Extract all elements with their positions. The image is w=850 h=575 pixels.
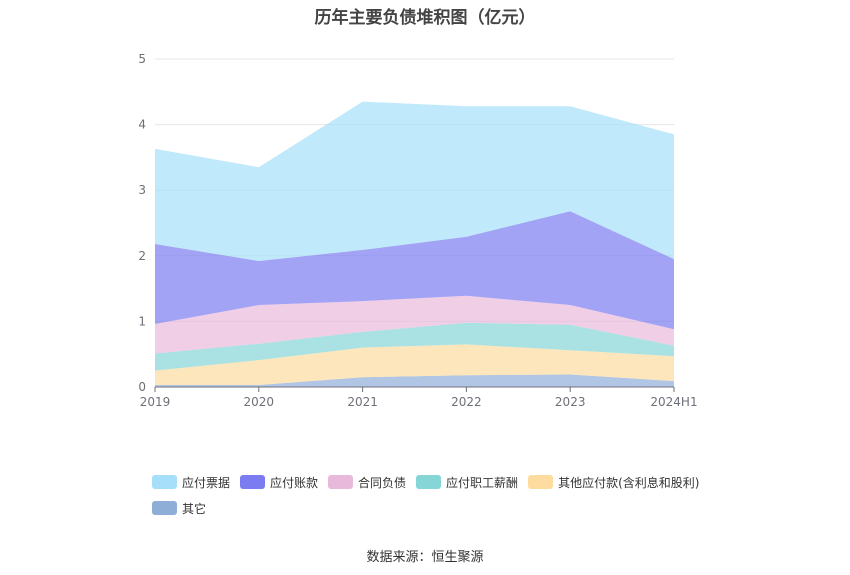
- x-tick-label: 2022: [451, 395, 482, 409]
- legend-swatch: [240, 475, 266, 489]
- axes: 0 1 2 3 4 5 2019 2020 2021 2022 2023 2024H1: [138, 52, 697, 409]
- area-series-4: [155, 211, 674, 330]
- y-tick-label: 2: [138, 249, 146, 263]
- area-series-2: [155, 322, 674, 371]
- x-tick-label: 2019: [140, 395, 171, 409]
- x-tick-label: 2023: [555, 395, 586, 409]
- legend-item[interactable]: 应付账款: [240, 474, 318, 490]
- legend: 应付票据 应付账款 合同负债 应付职工薪酬 其他应付款(含利息和股利) 其它: [152, 474, 752, 526]
- legend-label: 应付票据: [182, 475, 231, 490]
- legend-label: 合同负债: [358, 475, 407, 490]
- y-tick-label: 4: [138, 118, 146, 132]
- legend-label: 其它: [182, 501, 207, 516]
- area-series-5: [155, 101, 674, 261]
- legend-item[interactable]: 应付票据: [152, 474, 230, 490]
- area-series-0: [155, 374, 674, 387]
- x-tick-label: 2024H1: [650, 395, 697, 409]
- legend-item[interactable]: 应付职工薪酬: [416, 474, 518, 490]
- y-tick-label: 3: [138, 183, 146, 197]
- x-tick-label: 2020: [244, 395, 275, 409]
- legend-item[interactable]: 其它: [152, 500, 206, 516]
- y-tick-label: 1: [138, 314, 146, 328]
- legend-label: 应付职工薪酬: [446, 475, 519, 490]
- x-tick-label: 2021: [347, 395, 378, 409]
- legend-item[interactable]: 合同负债: [328, 474, 406, 490]
- stacked-area-chart: 0 1 2 3 4 5 2019 2020 2021 2022 2023 2024H1: [138, 52, 697, 409]
- y-tick-label: 0: [138, 380, 146, 394]
- area-series-3: [155, 295, 674, 354]
- legend-item[interactable]: 其他应付款(含利息和股利): [528, 474, 699, 490]
- chart-title: 历年主要负债堆积图（亿元）: [314, 8, 536, 28]
- area-series-1: [155, 344, 674, 385]
- legend-label: 其他应付款(含利息和股利): [558, 475, 700, 490]
- y-tick-label: 5: [138, 52, 146, 66]
- area-series: [155, 101, 674, 387]
- legend-swatch: [416, 475, 442, 489]
- legend-swatch: [528, 475, 554, 489]
- data-source: 数据来源：恒生聚源: [366, 550, 484, 565]
- legend-label: 应付账款: [270, 475, 319, 490]
- legend-swatch: [328, 475, 354, 489]
- legend-swatch: [152, 475, 177, 489]
- legend-swatch: [152, 501, 177, 515]
